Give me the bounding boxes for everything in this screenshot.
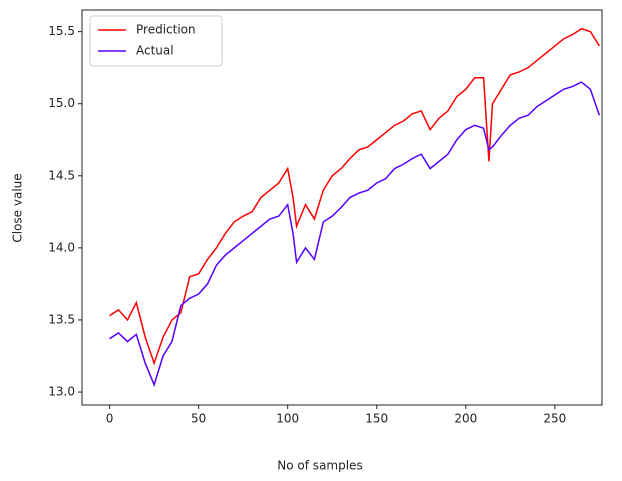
legend-label: Actual <box>136 44 174 58</box>
y-tick-label: 15.5 <box>48 24 75 38</box>
y-tick-label: 14.5 <box>48 168 75 182</box>
x-tick-label: 250 <box>543 412 566 426</box>
data-line <box>109 81 601 388</box>
x-tick-label: 200 <box>454 412 477 426</box>
y-tick-label: 14.0 <box>48 240 75 254</box>
legend-box <box>89 15 223 67</box>
x-tick-label: 0 <box>106 412 114 426</box>
plot-frame <box>81 9 603 406</box>
x-axis-label: No of samples <box>277 459 362 473</box>
x-tick-label: 100 <box>276 412 299 426</box>
y-tick-label: 15.0 <box>48 96 75 110</box>
x-tick-label: 50 <box>191 412 206 426</box>
y-axis-label: Close value <box>11 173 25 242</box>
data-line <box>109 27 600 366</box>
y-tick-label: 13.5 <box>48 312 75 326</box>
legend-label: Prediction <box>136 23 196 37</box>
x-tick-label: 150 <box>365 412 388 426</box>
y-tick-label: 13.0 <box>48 385 75 399</box>
